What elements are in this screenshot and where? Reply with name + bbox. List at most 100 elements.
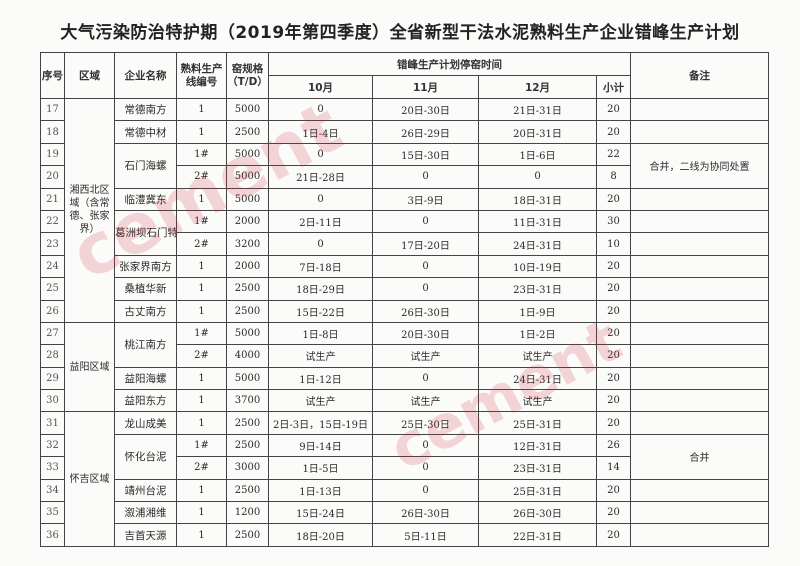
table-row: 32 怀化台泥 1# 2500 9日-14日 0 12日-31日 26 合并	[40, 433, 769, 480]
oct-cell: 15日-22日	[268, 299, 373, 323]
oct-cell: 18日-29日	[268, 277, 373, 301]
subtotal-cell: 20	[596, 478, 631, 503]
table-row: 34 靖州台泥 1 2500 1日-13日 0 25日-31日 20	[40, 478, 769, 503]
seq-cell: 35	[40, 501, 65, 525]
table-row: 24 张家界南方 1 2000 7日-18日 0 10日-19日 20	[40, 254, 769, 279]
remark-cell	[630, 277, 769, 301]
nov-cell: 0	[372, 254, 479, 279]
nov-cell: 3日-9日	[372, 187, 479, 211]
oct-cell: 1日-12日	[268, 366, 373, 391]
line-cell: 1	[176, 120, 227, 144]
nov-cell: 0	[372, 165, 479, 189]
seq-cell: 26	[40, 299, 65, 323]
oct-cell: 0	[268, 97, 373, 122]
seq-cell: 22	[40, 209, 65, 234]
kiln-cell: 4000	[226, 344, 269, 368]
seq-cell: 27	[40, 321, 65, 346]
seq-cell: 32	[40, 433, 65, 458]
kiln-cell: 2500	[226, 478, 269, 503]
table-row: 31 怀吉区域 龙山成美 1 2500 2日-3日，15日-19日 25日-30日 25日-3…	[40, 411, 769, 547]
line-cell: 2#	[176, 344, 227, 368]
remark-cell	[630, 187, 769, 211]
seq-cell: 28	[40, 344, 65, 368]
company-cell: 吉首天源	[114, 523, 177, 547]
company-cell: 常德南方	[114, 97, 177, 122]
oct-cell: 15日-24日	[268, 501, 373, 525]
table-row: 19 石门海螺 1# 5000 0 15日-30日 1日-6日 22 合并，二线为协同处置	[40, 142, 769, 189]
kiln-cell: 2500	[226, 299, 269, 323]
oct-cell: 1日-13日	[268, 478, 373, 503]
subtotal-cell: 20	[596, 277, 631, 301]
nov-cell: 0	[372, 478, 479, 503]
table-row: 28 2# 4000 试生产 试生产 试生产 20	[40, 344, 769, 368]
remark-cell: 合并	[630, 433, 769, 480]
region-cell: 湘西北区域（含常德、张家界）	[64, 98, 115, 323]
nov-cell: 20日-30日	[372, 321, 479, 346]
company-cell: 溆浦湘维	[114, 501, 177, 525]
table-row: 21 临澧冀东 1 5000 0 3日-9日 18日-31日 20	[40, 187, 769, 211]
oct-cell: 试生产	[268, 389, 373, 413]
nov-cell: 0	[372, 433, 479, 458]
oct-cell: 21日-28日	[268, 165, 373, 189]
header-plan: 错峰生产计划停窑时间	[268, 52, 631, 76]
remark-cell	[630, 501, 769, 525]
table-row: 35 溆浦湘维 1 1200 15日-24日 26日-30日 26日-30日 20	[40, 501, 769, 525]
company-cell: 怀化台泥	[114, 433, 177, 480]
line-cell: 1	[176, 299, 227, 323]
kiln-cell: 3000	[226, 456, 269, 480]
dec-cell: 1日-2日	[478, 321, 597, 346]
oct-cell: 2日-3日，15日-19日	[268, 411, 373, 435]
subtotal-cell: 20	[596, 389, 631, 413]
subtotal-cell: 22	[596, 142, 631, 167]
oct-cell: 0	[268, 187, 373, 211]
line-cell: 1	[176, 97, 227, 122]
seq-cell: 36	[40, 523, 65, 547]
remark-cell	[630, 254, 769, 279]
subtotal-cell: 20	[596, 97, 631, 122]
subtotal-cell: 30	[596, 209, 631, 234]
line-cell: 1	[176, 389, 227, 413]
seq-cell: 34	[40, 478, 65, 503]
header-remark: 备注	[630, 52, 769, 99]
line-cell: 1#	[176, 209, 227, 234]
oct-cell: 1日-5日	[268, 456, 373, 480]
header-nov: 11月	[372, 75, 479, 99]
dec-cell: 试生产	[478, 344, 597, 368]
line-cell: 2#	[176, 456, 227, 480]
kiln-cell: 2500	[226, 433, 269, 458]
nov-cell: 0	[372, 209, 479, 234]
dec-cell: 24日-31日	[478, 366, 597, 391]
oct-cell: 0	[268, 142, 373, 167]
company-cell: 葛洲坝石门特水	[114, 209, 177, 256]
remark-cell	[630, 366, 769, 391]
line-cell: 1	[176, 478, 227, 503]
kiln-cell: 2500	[226, 277, 269, 301]
kiln-cell: 3700	[226, 389, 269, 413]
nov-cell: 26日-29日	[372, 120, 479, 144]
subtotal-cell: 20	[596, 120, 631, 144]
remark-cell	[630, 411, 769, 435]
seq-cell: 31	[40, 411, 65, 435]
dec-cell: 试生产	[478, 389, 597, 413]
company-cell: 张家界南方	[114, 254, 177, 279]
seq-cell: 33	[40, 456, 65, 480]
dec-cell: 26日-30日	[478, 501, 597, 525]
company-cell: 古丈南方	[114, 299, 177, 323]
nov-cell: 20日-30日	[372, 97, 479, 122]
company-cell: 益阳海螺	[114, 366, 177, 391]
line-cell: 1#	[176, 321, 227, 346]
dec-cell: 21日-31日	[478, 97, 597, 122]
dec-cell: 10日-19日	[478, 254, 597, 279]
oct-cell: 0	[268, 232, 373, 256]
dec-cell: 18日-31日	[478, 187, 597, 211]
kiln-cell: 5000	[226, 187, 269, 211]
seq-cell: 21	[40, 187, 65, 211]
seq-cell: 17	[40, 97, 65, 122]
header-dec: 12月	[478, 75, 597, 99]
header-oct: 10月	[268, 75, 373, 99]
kiln-cell: 2500	[226, 120, 269, 144]
subtotal-cell: 8	[596, 165, 631, 189]
dec-cell: 0	[478, 165, 597, 189]
seq-cell: 23	[40, 232, 65, 256]
nov-cell: 15日-30日	[372, 142, 479, 167]
